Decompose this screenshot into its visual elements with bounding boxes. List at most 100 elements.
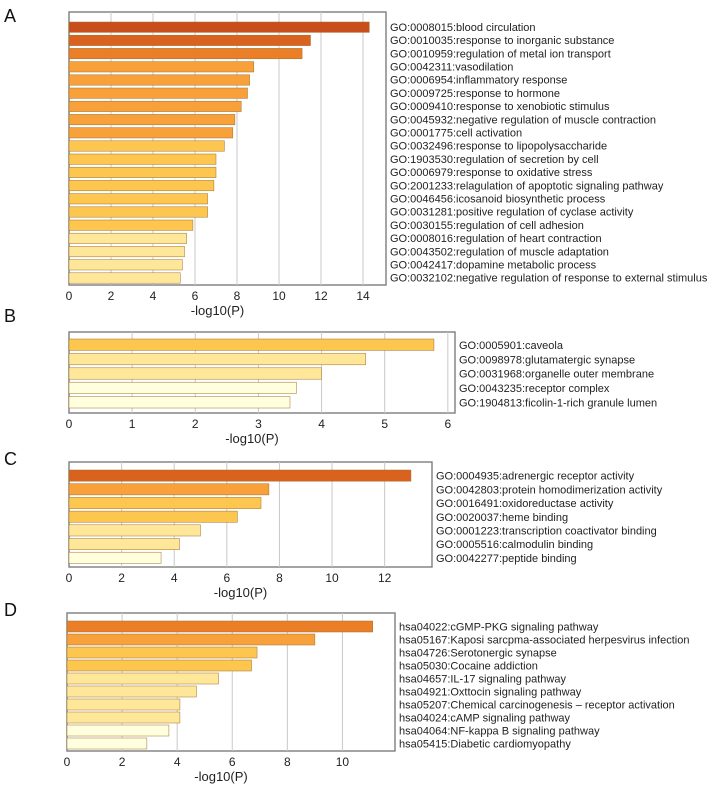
bar-category-label: GO:0001775:cell activation — [390, 128, 522, 140]
x-tick-label: 2 — [108, 289, 115, 303]
x-tick-label: 14 — [356, 289, 370, 303]
bar-category-label: GO:0009725:response to hormone — [390, 88, 560, 100]
bar-category-label: hsa04921:Oxttocin signaling pathway — [399, 687, 582, 699]
bar-category-label: GO:0032102:negative regulation of respon… — [390, 273, 708, 285]
bar-category-label: hsa04657:IL-17 signaling pathway — [399, 674, 566, 686]
panel-c-chart: 0 2 4 6 8 10 12 -log10(P) GO:0004935:adrenergic … — [66, 461, 663, 600]
bar — [68, 381, 297, 394]
bar — [66, 737, 148, 750]
bar-category-label: GO:0030155:regulation of cell adhesion — [390, 220, 584, 232]
bar — [68, 483, 270, 496]
bar — [68, 272, 181, 284]
bar — [68, 100, 242, 112]
bar — [68, 510, 238, 523]
x-tick-label: 0 — [66, 417, 73, 431]
bar — [68, 469, 412, 482]
bar-category-label: GO:0016491:oxidoreductase activity — [436, 498, 614, 510]
bar — [68, 153, 217, 165]
bar — [68, 396, 291, 409]
x-tick-label: 10 — [325, 571, 339, 585]
x-tick-label: 10 — [336, 755, 350, 769]
bar — [68, 246, 185, 258]
bar-category-label: GO:0043235:receptor complex — [459, 383, 610, 395]
bar-category-label: hsa04064:NF-kappa B signaling pathway — [399, 726, 600, 738]
bar-category-label: GO:0045932:negative regulation of muscle… — [390, 114, 656, 126]
bar — [66, 711, 181, 724]
panel-d-chart: 0 2 4 6 8 10 -log10(P) hsa04022:cGMP-PKG signal… — [64, 612, 689, 784]
bar-category-label: GO:0004935:adrenergic receptor activity — [436, 471, 635, 483]
x-tick-label: 6 — [444, 417, 451, 431]
panel-letter-d: D — [4, 600, 17, 620]
bar — [68, 140, 225, 152]
bar — [68, 114, 236, 126]
bar — [66, 659, 252, 672]
bar — [68, 34, 311, 46]
panel-a-chart: 0 2 4 6 8 10 12 14 -log10(P) GO:0008015:blood cir… — [66, 11, 708, 318]
bar — [68, 127, 234, 139]
bar-category-label: hsa04024:cAMP signaling pathway — [399, 713, 571, 725]
bar — [68, 259, 183, 271]
x-tick-label: 6 — [229, 755, 236, 769]
bar-category-label: hsa05167:Kaposi sarcpma-associated herpe… — [399, 635, 689, 647]
x-tick-label: 6 — [223, 571, 230, 585]
x-tick-label: 0 — [66, 289, 73, 303]
x-axis-label: -log10(P) — [191, 303, 244, 318]
bar-category-label: GO:1903530:regulation of secretion by ce… — [390, 154, 599, 166]
x-tick-label: 2 — [119, 755, 126, 769]
bar-category-label: GO:0020037:heme binding — [436, 512, 568, 524]
bar-category-label: GO:0010959:regulation of metal ion trans… — [390, 48, 611, 60]
x-tick-label: 8 — [284, 755, 291, 769]
panel-letter-b: B — [4, 306, 16, 326]
bar — [66, 620, 373, 633]
bar — [68, 232, 187, 244]
x-tick-label: 10 — [272, 289, 286, 303]
bar-category-label: GO:0043502:regulation of muscle adaptati… — [390, 246, 609, 258]
x-tick-label: 0 — [66, 571, 73, 585]
bar-category-label: GO:0046456:icosanoid biosynthetic proces… — [390, 194, 606, 206]
bar-category-label: GO:0098978:glutamatergic synapse — [459, 354, 635, 366]
x-axis-label: -log10(P) — [194, 769, 247, 784]
bar-category-label: GO:0005901:caveola — [459, 340, 564, 352]
x-tick-label: 4 — [150, 289, 157, 303]
bar-category-label: GO:0009410:response to xenobiotic stimul… — [390, 101, 610, 113]
x-tick-label: 12 — [378, 571, 392, 585]
x-tick-label: 4 — [174, 755, 181, 769]
bar-category-label: hsa04726:Serotonergic synapse — [399, 648, 557, 660]
x-tick-label: 0 — [64, 755, 71, 769]
bar-category-label: GO:0008016:regulation of heart contracti… — [390, 233, 602, 245]
x-tick-label: 8 — [234, 289, 241, 303]
bar-category-label: GO:0001223:transcription coactivator bin… — [436, 526, 657, 538]
bar — [68, 48, 303, 60]
x-tick-label: 4 — [318, 417, 325, 431]
bar-category-label: GO:0006954:inflammatory response — [390, 75, 567, 87]
x-tick-label: 3 — [255, 417, 262, 431]
bar — [68, 21, 370, 33]
bar-category-label: GO:0031968:organelle outer membrane — [459, 369, 654, 381]
x-tick-label: 2 — [192, 417, 199, 431]
bar — [68, 206, 208, 218]
bar — [68, 538, 180, 550]
bar — [68, 551, 162, 564]
bar — [68, 193, 208, 205]
panel-b-chart: 0 1 2 3 4 5 6 -log10(P) GO:0005901:caveola GO:009… — [66, 331, 657, 446]
bar — [66, 672, 219, 685]
x-tick-label: 6 — [192, 289, 199, 303]
bar-category-label: GO:0032496:response to lipopolysaccharid… — [390, 141, 607, 153]
bar-category-label: GO:2001233:relagulation of apoptotic sig… — [390, 180, 664, 192]
bar-category-label: hsa04022:cGMP-PKG signaling pathway — [399, 622, 599, 634]
bar — [68, 166, 217, 178]
panel-letter-a: A — [4, 6, 16, 26]
bar — [68, 338, 435, 351]
bar — [68, 87, 248, 99]
x-tick-label: 5 — [381, 417, 388, 431]
x-tick-label: 1 — [129, 417, 136, 431]
bar-category-label: GO:0042277:peptide binding — [436, 553, 577, 565]
bar — [66, 698, 181, 711]
bar-category-label: GO:0042311:vasodilation — [390, 62, 513, 74]
bar-category-label: GO:0006979:response to oxidative stress — [390, 167, 593, 179]
bar — [66, 633, 316, 646]
panel-letter-c: C — [4, 449, 17, 469]
x-axis-label: -log10(P) — [214, 585, 267, 600]
x-axis-label: -log10(P) — [225, 431, 278, 446]
